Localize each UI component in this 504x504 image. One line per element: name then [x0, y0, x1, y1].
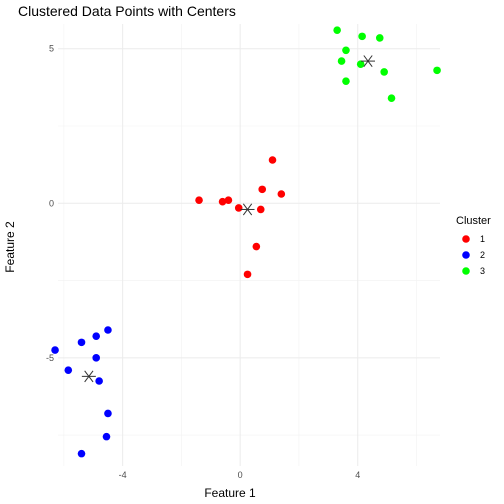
data-point-cluster-3: [387, 94, 396, 102]
data-point-cluster-2: [77, 449, 86, 458]
data-point-cluster-1: [258, 185, 267, 194]
data-point-cluster-2: [95, 377, 103, 385]
data-point-cluster-1: [224, 196, 233, 204]
data-point-cluster-2: [51, 346, 59, 354]
data-point-cluster-1: [195, 196, 203, 204]
data-point-cluster-2: [92, 332, 100, 340]
data-point-cluster-3: [342, 77, 350, 85]
data-point-cluster-2: [77, 338, 86, 347]
data-point-cluster-1: [218, 197, 227, 206]
legend: Cluster 1 2 3: [456, 215, 491, 276]
x-tick-label: 4: [355, 470, 360, 480]
chart-title: Clustered Data Points with Centers: [18, 3, 236, 19]
data-point-cluster-1: [277, 190, 286, 198]
y-tick-label: -5: [46, 353, 54, 363]
data-points: [51, 26, 441, 458]
data-point-cluster-3: [433, 66, 441, 75]
data-point-cluster-2: [104, 409, 112, 418]
legend-marker-3: [462, 267, 470, 275]
grid-major: [58, 24, 440, 466]
cluster-center-2: [81, 370, 96, 383]
data-point-cluster-3: [380, 68, 388, 76]
center-marker-stroke: [242, 203, 253, 216]
data-point-cluster-2: [102, 432, 111, 441]
data-point-cluster-1: [243, 270, 252, 279]
cluster-center-1: [240, 203, 255, 216]
legend-marker-1: [462, 235, 470, 243]
legend-items: 1 2 3: [462, 234, 485, 276]
data-point-cluster-3: [358, 32, 366, 41]
data-point-cluster-3: [342, 46, 350, 55]
y-axis-title: Feature 2: [3, 221, 17, 273]
x-tick-label: 0: [238, 470, 243, 480]
x-axis-ticks: -4 0 4: [119, 470, 361, 480]
center-marker-stroke: [363, 55, 373, 67]
data-point-cluster-2: [64, 366, 73, 374]
data-point-cluster-1: [234, 204, 243, 212]
y-tick-label: 0: [49, 198, 54, 208]
data-point-cluster-3: [333, 26, 341, 34]
data-point-cluster-2: [104, 326, 112, 334]
cluster-centers: [81, 55, 376, 383]
legend-label-3: 3: [480, 266, 485, 276]
data-point-cluster-1: [268, 156, 277, 164]
x-axis-title: Feature 1: [204, 486, 256, 500]
grid-minor: [58, 24, 440, 466]
data-point-cluster-3: [337, 57, 346, 65]
data-point-cluster-2: [92, 354, 100, 362]
data-point-cluster-3: [375, 34, 384, 42]
data-point-cluster-1: [256, 205, 265, 214]
cluster-center-3: [361, 55, 376, 67]
legend-label-1: 1: [480, 234, 485, 244]
data-point-cluster-3: [356, 60, 365, 68]
y-tick-label: 5: [49, 44, 54, 54]
legend-title: Cluster: [456, 215, 491, 227]
center-marker-stroke: [84, 370, 94, 383]
x-tick-label: -4: [119, 470, 127, 480]
legend-marker-2: [462, 251, 470, 259]
data-point-cluster-1: [252, 242, 261, 251]
legend-label-2: 2: [480, 250, 485, 260]
y-axis-ticks: -5 0 5: [46, 44, 54, 363]
